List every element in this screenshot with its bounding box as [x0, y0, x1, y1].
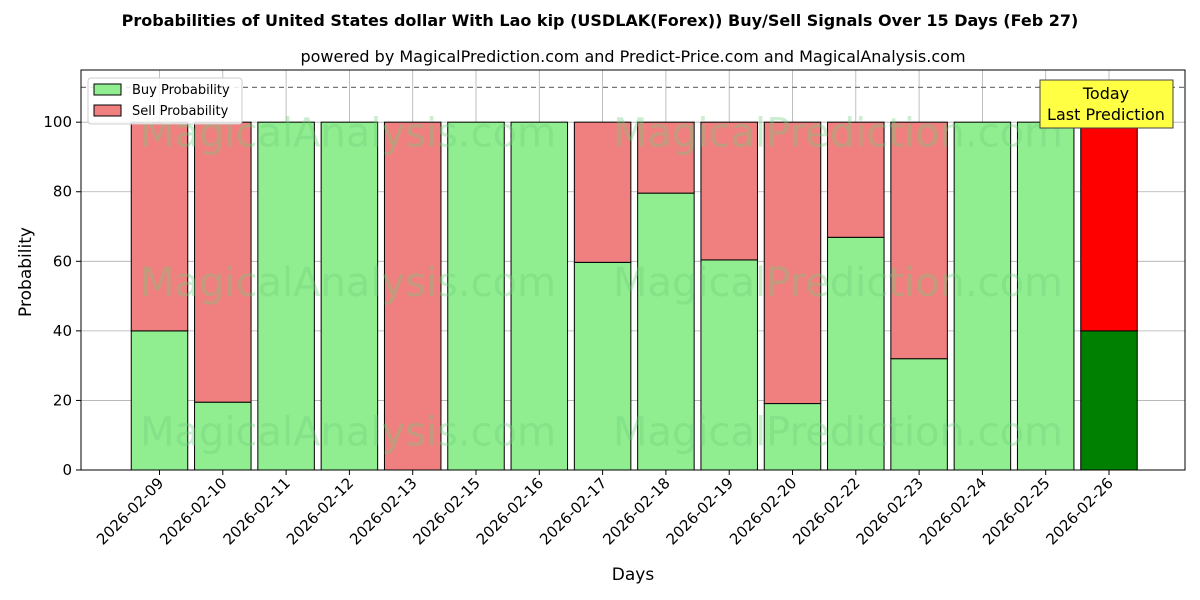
- sell-bar: [890, 121, 948, 360]
- watermark: MagicalPrediction.com: [613, 111, 1063, 157]
- x-tick-label: 2026-02-20: [726, 474, 800, 548]
- watermark: MagicalPrediction.com: [613, 260, 1063, 306]
- sell-bar: [763, 121, 822, 405]
- annotation-line-2: Last Prediction: [1047, 105, 1165, 124]
- x-tick-label: 2026-02-17: [536, 474, 610, 548]
- plot-frame: [80, 69, 1186, 471]
- sell-bar: [700, 121, 758, 261]
- y-tick-label: 40: [53, 322, 72, 340]
- buy-bar: [700, 259, 758, 471]
- sell-bar: [827, 121, 885, 238]
- chart-title: Probabilities of United States dollar Wi…: [122, 11, 1079, 30]
- x-tick-label: 2026-02-16: [473, 474, 547, 548]
- x-tick-label: 2026-02-09: [93, 474, 167, 548]
- legend-label: Buy Probability: [132, 83, 230, 98]
- y-tick-label: 60: [53, 252, 72, 270]
- x-tick-label: 2026-02-13: [346, 474, 420, 548]
- x-tick-label: 2026-02-22: [789, 474, 863, 548]
- y-tick-label: 20: [53, 391, 72, 409]
- buy-bar: [953, 121, 1012, 471]
- legend-swatch: [93, 104, 122, 117]
- legend: Buy Probability Sell Probability: [87, 77, 243, 125]
- buy-bar: [320, 121, 379, 471]
- annotation-line-1: Today: [1082, 84, 1129, 103]
- buy-bar: [890, 358, 948, 471]
- buy-bar: [763, 403, 822, 471]
- sell-bar: [1080, 121, 1138, 332]
- x-axis-ticks: 2026-02-092026-02-102026-02-112026-02-12…: [93, 470, 1117, 548]
- buy-bar: [637, 192, 695, 471]
- x-tick-label: 2026-02-24: [916, 474, 990, 548]
- x-tick-label: 2026-02-15: [409, 474, 483, 548]
- sell-bar: [130, 121, 189, 332]
- watermarks: MagicalAnalysis.com MagicalPrediction.com…: [140, 111, 1063, 456]
- y-axis-label: Probability: [16, 227, 36, 317]
- y-tick-label: 80: [53, 183, 72, 201]
- buy-bar: [257, 121, 315, 471]
- x-tick-label: 2026-02-23: [853, 474, 927, 548]
- buy-bar: [1080, 330, 1138, 471]
- buy-bar: [1016, 121, 1075, 471]
- x-tick-label: 2026-02-12: [283, 474, 357, 548]
- legend-box: [87, 77, 243, 125]
- sell-bar: [637, 121, 695, 194]
- x-tick-label: 2026-02-10: [156, 474, 230, 548]
- y-tick-label: 100: [43, 113, 72, 131]
- buy-bar: [447, 121, 505, 471]
- buy-bar: [573, 261, 632, 471]
- buy-bar: [510, 121, 569, 471]
- x-tick-label: 2026-02-11: [220, 474, 294, 548]
- bars: [130, 121, 1138, 471]
- watermark: MagicalPrediction.com: [613, 410, 1063, 456]
- y-tick-label: 0: [62, 461, 72, 479]
- x-tick-label: 2026-02-18: [599, 474, 673, 548]
- watermark: MagicalAnalysis.com: [140, 410, 556, 456]
- x-tick-label: 2026-02-25: [979, 474, 1053, 548]
- y-axis-ticks: 0 20 40 60 80 100: [43, 113, 81, 479]
- x-tick-label: 2026-02-19: [663, 474, 737, 548]
- buy-bar: [194, 401, 252, 471]
- sell-bar: [573, 121, 632, 263]
- chart-subtitle: powered by MagicalPrediction.com and Pre…: [300, 47, 965, 66]
- legend-swatch: [93, 83, 122, 96]
- x-axis-label: Days: [612, 565, 655, 585]
- annotation-box: [1039, 79, 1174, 129]
- today-annotation: Today Last Prediction: [1039, 79, 1174, 129]
- legend-label: Sell Probability: [132, 104, 229, 119]
- watermark: MagicalAnalysis.com: [140, 260, 556, 306]
- sell-bar: [383, 121, 442, 471]
- x-tick-label: 2026-02-26: [1042, 474, 1116, 548]
- buy-bar: [827, 236, 885, 471]
